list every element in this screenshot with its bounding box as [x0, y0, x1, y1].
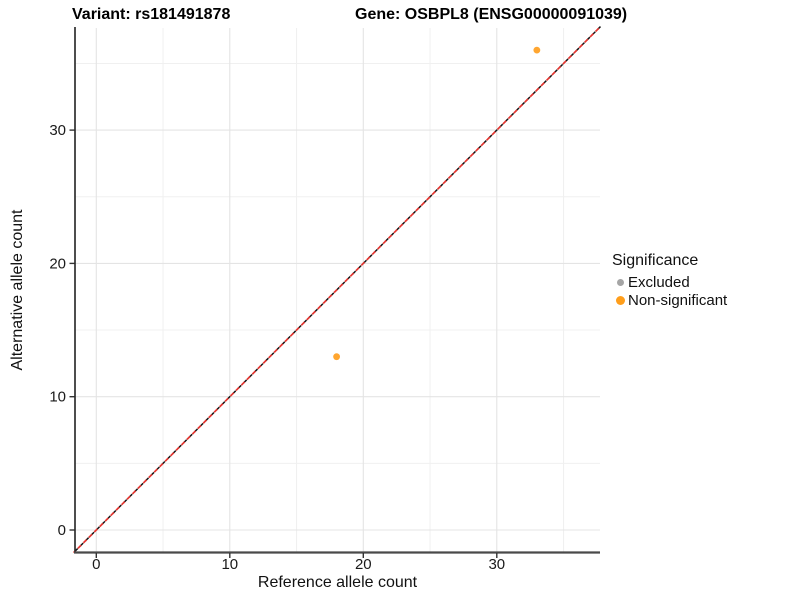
legend-item-non-significant: Non-significant	[612, 291, 727, 309]
y-tick-label: 30	[49, 122, 66, 139]
data-point	[533, 46, 541, 54]
legend-key-dot	[616, 278, 624, 286]
x-tick-label: 0	[92, 556, 100, 573]
x-axis-title: Reference allele count	[257, 574, 418, 591]
x-tick-label: 30	[488, 556, 505, 573]
legend: Significance Excluded Non-significant	[612, 252, 727, 309]
plot-title-gene: Gene: OSBPL8 (ENSG00000091039)	[355, 6, 628, 23]
legend-item-label: Non-significant	[628, 291, 728, 309]
data-point	[333, 353, 340, 361]
legend-title: Significance	[612, 252, 699, 269]
legend-key-dot	[615, 295, 625, 305]
y-tick-label: 20	[49, 255, 66, 272]
legend-items: Excluded Non-significant	[612, 273, 727, 309]
x-tick-label: 10	[221, 556, 238, 573]
plot-title-variant: Variant: rs181491878	[72, 6, 231, 23]
legend-item-excluded: Excluded	[612, 273, 727, 291]
legend-item-label: Excluded	[628, 273, 690, 291]
identity-line-red	[73, 26, 601, 554]
y-tick-label: 0	[58, 522, 66, 539]
x-tick-label: 20	[355, 556, 372, 573]
y-tick-label: 10	[49, 389, 66, 406]
y-axis-title: Alternative allele count	[9, 209, 26, 371]
